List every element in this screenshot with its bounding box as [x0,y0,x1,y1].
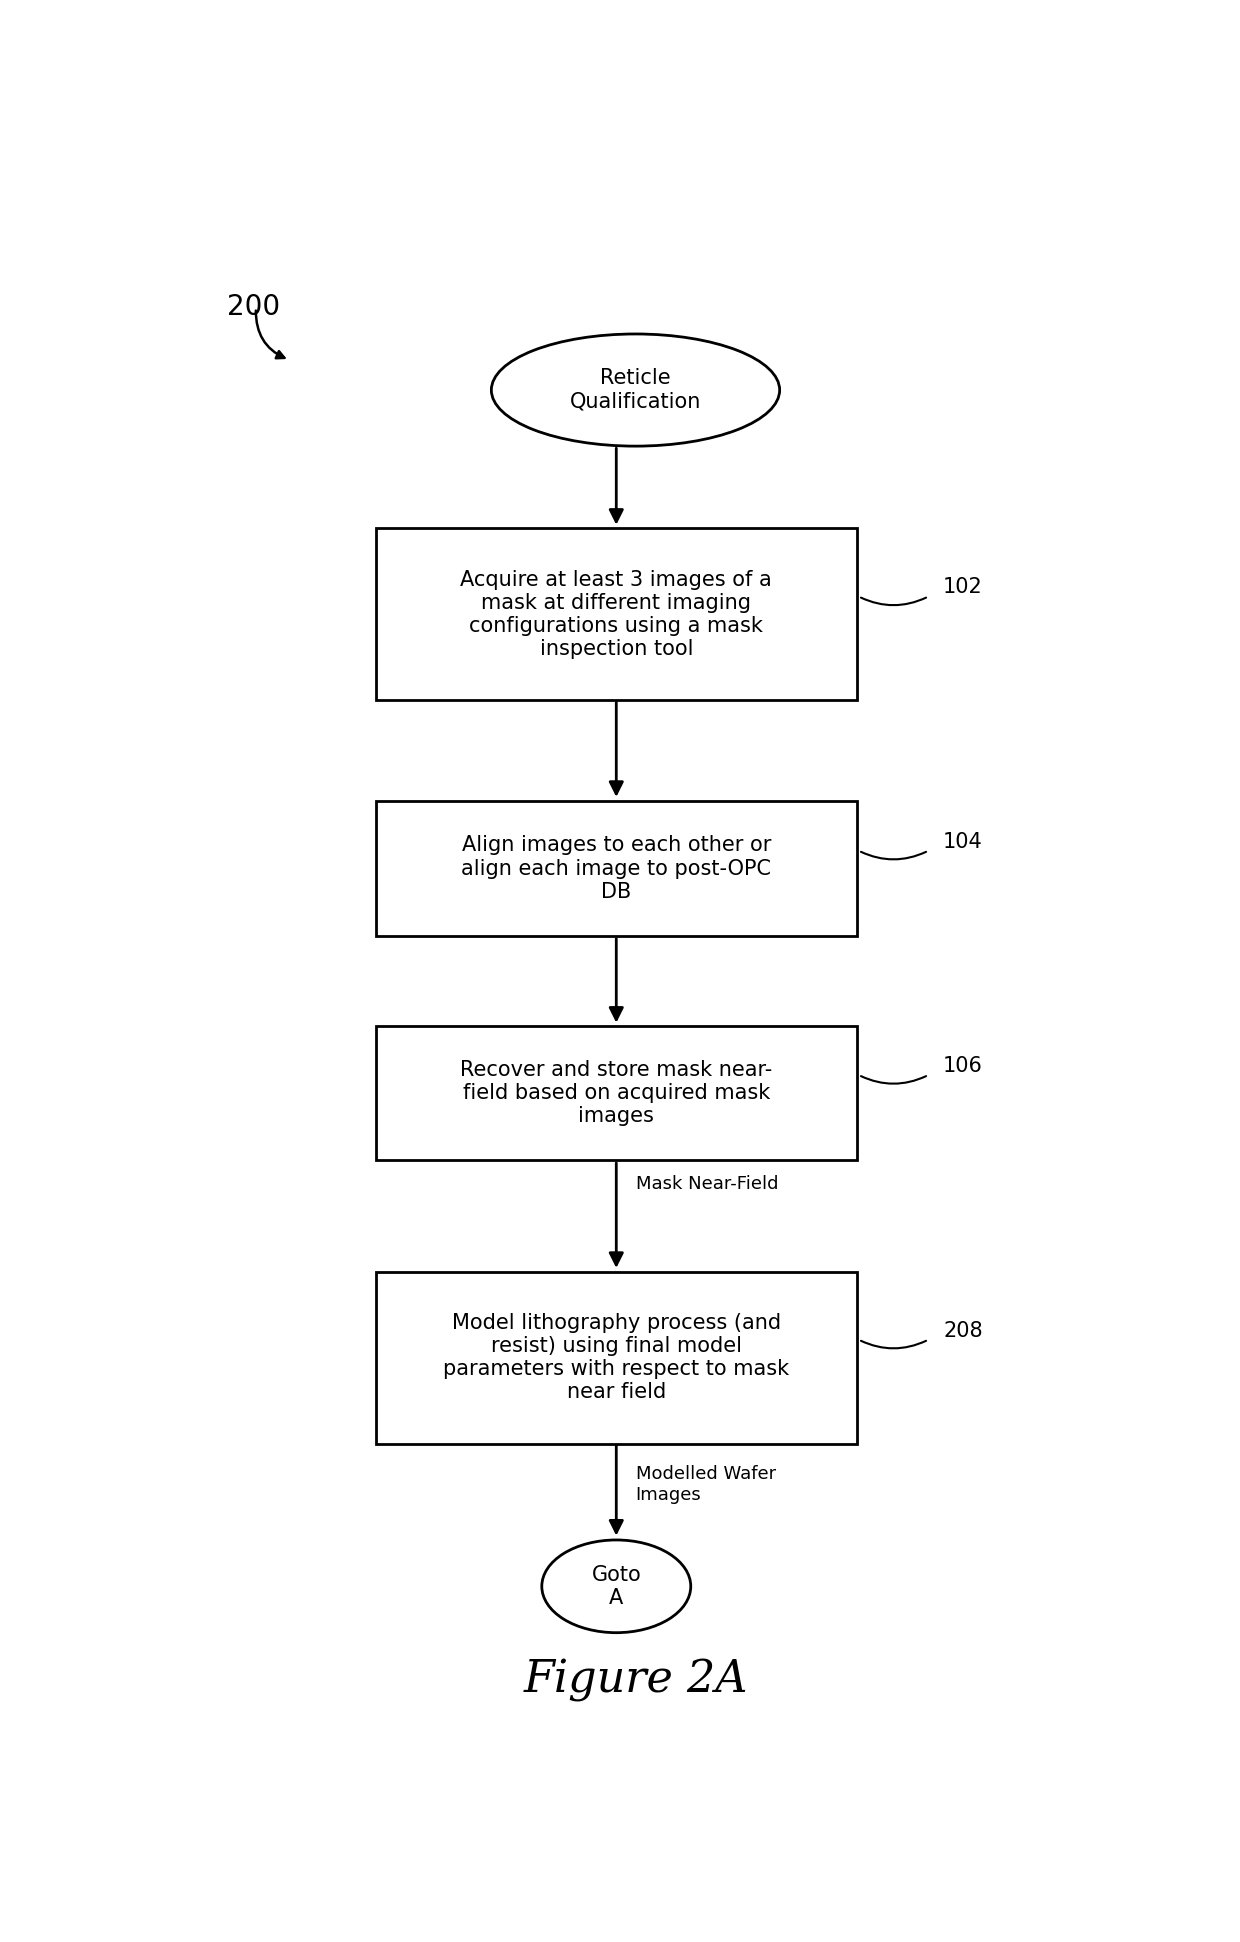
Text: 208: 208 [942,1321,982,1340]
Text: Model lithography process (and
resist) using final model
parameters with respect: Model lithography process (and resist) u… [443,1313,790,1402]
Text: Mask Near-Field: Mask Near-Field [635,1175,777,1192]
Text: Align images to each other or
align each image to post-OPC
DB: Align images to each other or align each… [461,835,771,901]
Text: 104: 104 [942,831,983,853]
Text: 102: 102 [942,577,983,598]
FancyBboxPatch shape [376,1272,857,1443]
Text: Figure 2A: Figure 2A [523,1658,748,1701]
FancyBboxPatch shape [376,1025,857,1159]
FancyBboxPatch shape [376,528,857,701]
Ellipse shape [542,1540,691,1633]
Text: Reticle
Qualification: Reticle Qualification [570,369,701,412]
FancyBboxPatch shape [376,802,857,936]
Text: Goto
A: Goto A [591,1565,641,1608]
Ellipse shape [491,334,780,447]
Text: Acquire at least 3 images of a
mask at different imaging
configurations using a : Acquire at least 3 images of a mask at d… [460,569,773,658]
Text: 106: 106 [942,1056,983,1076]
Text: 200: 200 [227,293,280,320]
Text: Modelled Wafer
Images: Modelled Wafer Images [635,1466,776,1503]
Text: Recover and store mask near-
field based on acquired mask
images: Recover and store mask near- field based… [460,1060,773,1126]
